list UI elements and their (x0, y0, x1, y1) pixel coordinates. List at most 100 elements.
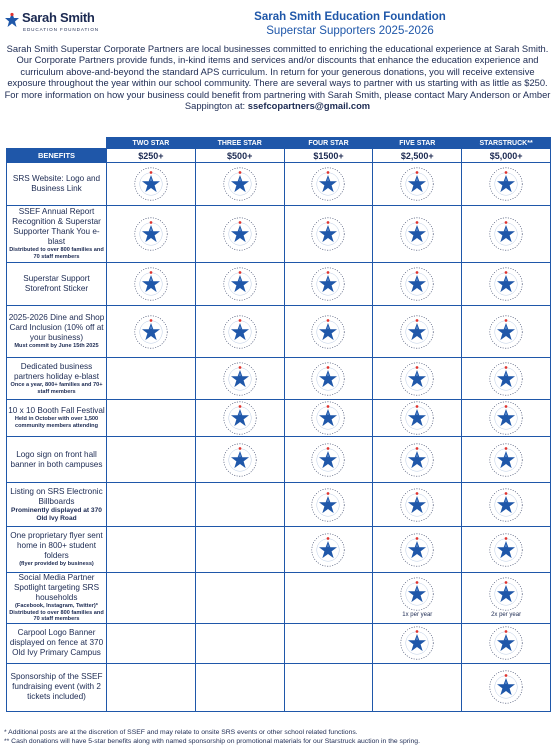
logo-name: Sarah Smith (22, 10, 95, 25)
tier-cell (283, 357, 374, 400)
tier-cell (372, 162, 463, 206)
tier-cell (283, 399, 374, 437)
education-foundation-seal-icon (489, 488, 523, 521)
education-foundation-seal-icon (400, 401, 434, 435)
education-foundation-seal-icon (400, 167, 434, 201)
tier-cell (194, 399, 285, 437)
education-foundation-seal-icon (489, 267, 523, 301)
table-row: One proprietary flyer sent home in 800+ … (6, 526, 551, 573)
table-row: SSEF Annual Report Recognition & Superst… (6, 205, 551, 263)
education-foundation-seal-icon (223, 267, 257, 301)
benefit-cell: Social Media Partner Spotlight targeting… (6, 572, 107, 624)
education-foundation-seal-icon (489, 443, 523, 476)
page-title: Sarah Smith Education Foundation (254, 11, 446, 23)
benefits-body: SRS Website: Logo and Business Link SSEF … (6, 162, 551, 712)
benefit-cell: Listing on SRS Electronic Billboards Prom… (6, 482, 107, 527)
tier-cell (372, 262, 463, 306)
tier-name-2: THREE STAR (194, 137, 285, 149)
table-row: Superstar Support Storefront Sticker (6, 262, 551, 306)
benefit-detail: Once a year, 800+ families and 70+ staff… (10, 381, 103, 395)
education-foundation-seal-icon (312, 167, 345, 201)
benefit-label: 2025-2026 Dine and Shop Card Inclusion (… (8, 313, 105, 343)
benefit-label: Sponsorship of the SSEF fundraising even… (10, 672, 103, 702)
tier-price-1: $250+ (106, 148, 196, 163)
tier-cell (106, 482, 196, 527)
tier-price-4: $2,500+ (372, 148, 463, 163)
tier-name-1: TWO STAR (106, 137, 196, 149)
tier-cell (194, 305, 285, 358)
tier-name-3: FOUR STAR (283, 137, 374, 149)
education-foundation-seal-icon (312, 362, 345, 395)
education-foundation-seal-icon (400, 315, 434, 348)
education-foundation-seal-icon (489, 533, 523, 566)
education-foundation-seal-icon (312, 533, 345, 566)
education-foundation-seal-icon (312, 315, 345, 348)
benefit-detail: (Facebook, Instagram, Twitter)* Distribu… (9, 603, 104, 623)
tier-cell (106, 205, 196, 263)
education-foundation-seal-icon (223, 443, 257, 476)
benefit-cell: One proprietary flyer sent home in 800+ … (6, 526, 107, 573)
benefit-label: Carpool Logo Banner displayed on fence a… (9, 628, 104, 658)
education-foundation-seal-icon (489, 167, 523, 201)
tier-cell (372, 662, 463, 712)
table-row: Logo sign on front hall banner in both c… (6, 436, 551, 483)
benefits-header: BENEFITS (6, 148, 107, 163)
education-foundation-seal-icon (134, 217, 168, 251)
benefit-cell: SRS Website: Logo and Business Link (6, 162, 107, 206)
tier-cell (372, 436, 463, 483)
tier-cell: 2x per year (461, 572, 551, 624)
intro-paragraph: Sarah Smith Superstar Corporate Partners… (4, 44, 551, 112)
benefit-label: Social Media Partner Spotlight targeting… (13, 573, 100, 602)
education-foundation-seal-icon (400, 267, 434, 301)
tier-cell (283, 662, 374, 712)
tier-cell (106, 162, 196, 206)
education-foundation-seal-icon (312, 267, 345, 301)
education-foundation-seal-icon (400, 533, 434, 566)
tier-cell (372, 305, 463, 358)
tier-cell (283, 305, 374, 358)
education-foundation-seal-icon (400, 577, 434, 611)
tier-cell (461, 622, 551, 664)
frequency-note: 2x per year (491, 612, 522, 619)
education-foundation-seal-icon (312, 443, 345, 476)
contact-email[interactable]: ssefcopartners@gmail.com (247, 101, 371, 112)
tier-cell (194, 357, 285, 400)
tier-cell (461, 205, 551, 263)
tier-cell (106, 305, 196, 358)
benefit-label: Listing on SRS Electronic Billboards (10, 486, 103, 506)
tier-cell (106, 662, 196, 712)
education-foundation-seal-icon (489, 670, 523, 704)
benefit-label: 10 x 10 Booth Fall Festival (8, 406, 105, 416)
tier-cell (106, 572, 196, 624)
table-row: Carpool Logo Banner displayed on fence a… (6, 622, 551, 664)
tier-cell (194, 162, 285, 206)
tier-cell (283, 436, 374, 483)
tier-cell (194, 622, 285, 664)
tier-cell (372, 357, 463, 400)
tier-cell (461, 262, 551, 306)
benefit-cell: Sponsorship of the SSEF fundraising even… (6, 662, 107, 712)
tier-cell (372, 205, 463, 263)
education-foundation-seal-icon (223, 217, 257, 251)
tier-price-2: $500+ (194, 148, 285, 163)
tier-cell (283, 205, 374, 263)
benefit-label: Logo sign on front hall banner in both c… (10, 449, 103, 469)
page-header: Sarah Smith EDUCATION FOUNDATION Sarah S… (0, 0, 555, 44)
tier-cell (194, 662, 285, 712)
benefit-detail: (flyer provided by business) (19, 561, 94, 568)
benefit-cell: Logo sign on front hall banner in both c… (6, 436, 107, 483)
tier-cell (372, 526, 463, 573)
tier-cell (106, 357, 196, 400)
header-corner (6, 137, 107, 149)
tier-price-3: $1500+ (283, 148, 374, 163)
tier-price-row: BENEFITS $250+ $500+ $1500+ $2,500+ $5,000+ (6, 148, 551, 163)
education-foundation-seal-icon (223, 362, 257, 395)
table-row: Listing on SRS Electronic Billboards Prom… (6, 482, 551, 527)
education-foundation-seal-icon (400, 443, 434, 476)
tier-cell (194, 205, 285, 263)
education-foundation-seal-icon (489, 217, 523, 251)
tier-cell (283, 262, 374, 306)
benefit-cell: Dedicated business partners holiday e-bl… (6, 357, 107, 400)
tier-cell (372, 482, 463, 527)
tier-cell (106, 622, 196, 664)
